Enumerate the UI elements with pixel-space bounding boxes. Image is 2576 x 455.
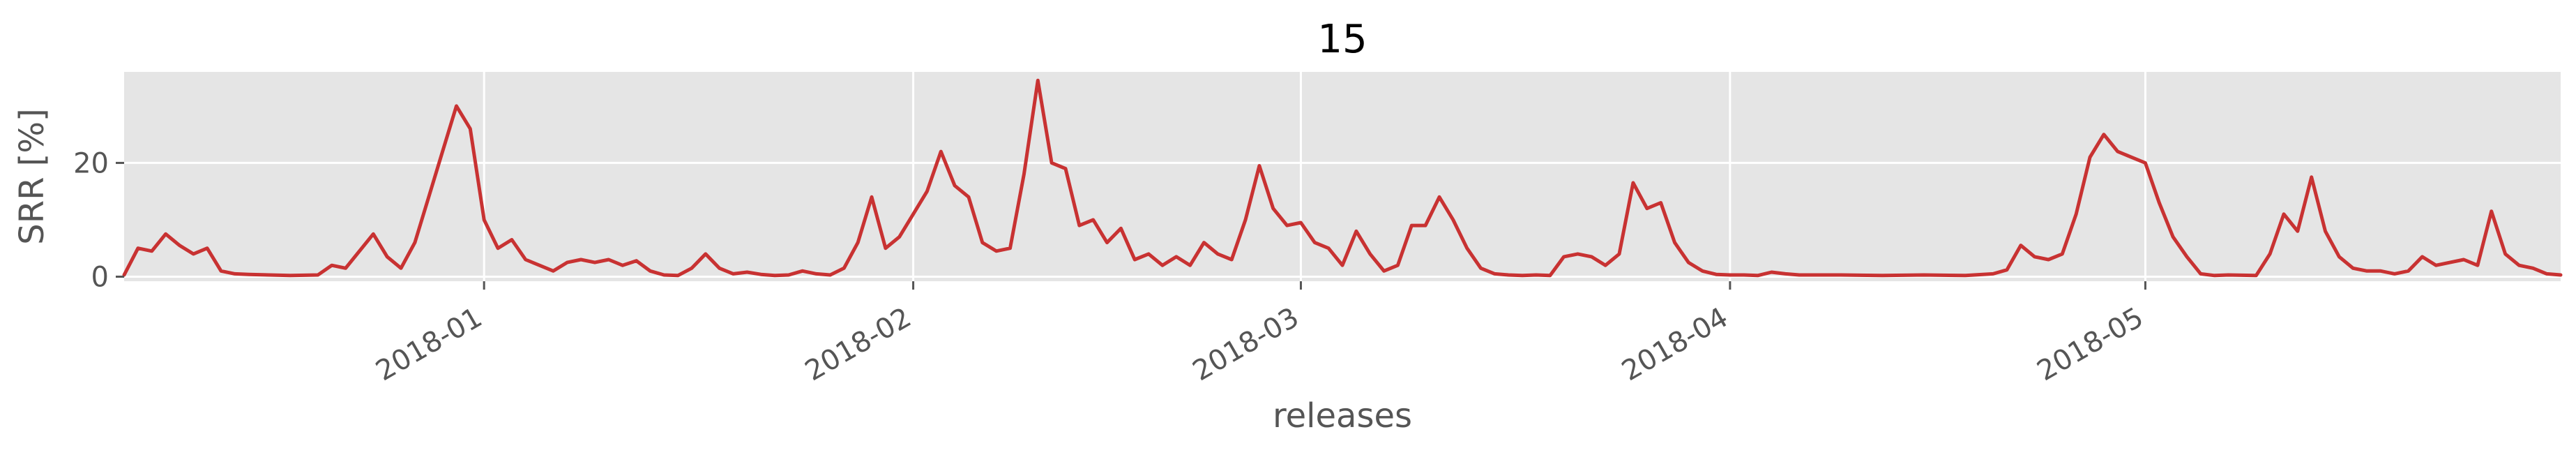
x-tick-label: 2018-04 [1616, 301, 1734, 387]
x-tick-label: 2018-05 [2032, 301, 2149, 387]
chart-title: 15 [1317, 17, 1367, 62]
x-tick-label: 2018-03 [1188, 301, 1305, 387]
x-axis-label: releases [1273, 396, 1412, 435]
y-tick-label: 0 [91, 261, 109, 293]
x-tick-label: 2018-01 [370, 301, 487, 387]
y-axis-label: SRR [%] [13, 108, 52, 245]
x-axis: 2018-01 2018-02 2018-03 2018-04 2018-05 [370, 281, 2149, 387]
y-tick-label: 20 [73, 147, 109, 179]
x-tick-label: 2018-02 [800, 301, 917, 387]
series-line [122, 78, 2563, 278]
plot-area [124, 72, 2561, 281]
y-axis: 0 20 [73, 147, 124, 293]
grid-lines [124, 72, 2561, 281]
